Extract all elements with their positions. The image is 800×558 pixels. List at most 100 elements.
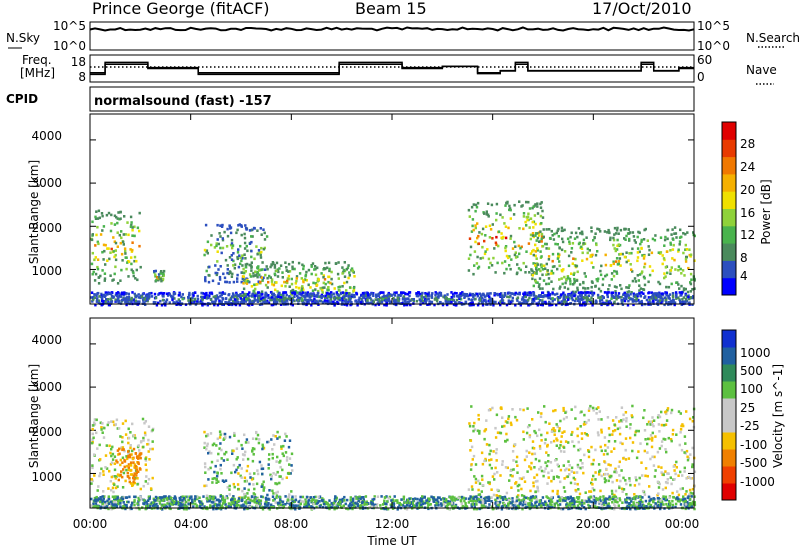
power-cell [632, 300, 634, 303]
power-cell [346, 268, 348, 271]
velocity-cell [252, 483, 254, 486]
velocity-cell [619, 433, 621, 436]
power-cell [590, 226, 592, 229]
power-cell [619, 257, 621, 260]
velocity-cell [204, 471, 206, 474]
velocity-cell [142, 439, 144, 442]
station-title: Prince George (fitACF) [92, 0, 270, 18]
power-colorbar-band [722, 243, 736, 261]
power-cell [599, 270, 601, 273]
power-cell [541, 264, 543, 267]
velocity-cell [563, 477, 565, 480]
velocity-cell [588, 419, 590, 422]
power-cell [600, 296, 602, 299]
power-cell [220, 265, 222, 268]
power-cell [493, 247, 495, 250]
velocity-cell [634, 434, 636, 437]
power-cell [543, 228, 545, 231]
velocity-cell [225, 479, 227, 482]
velocity-cell [266, 494, 268, 497]
velocity-cell [544, 442, 546, 445]
power-cell [501, 300, 503, 303]
power-cell [558, 260, 560, 263]
power-cell [97, 268, 99, 271]
power-cell [635, 298, 637, 301]
velocity-cell [477, 480, 479, 483]
velocity-cell [638, 430, 640, 433]
velocity-cell [495, 436, 497, 439]
power-cell [210, 244, 212, 247]
power-cell [112, 278, 114, 281]
power-cell [222, 237, 224, 240]
velocity-cell [139, 453, 141, 456]
power-cell [474, 250, 476, 253]
power-cell [578, 298, 580, 301]
velocity-cell [611, 490, 613, 493]
power-cell [644, 284, 646, 287]
velocity-cell [126, 496, 128, 499]
power-cell [217, 250, 219, 253]
velocity-cell [206, 495, 208, 498]
power-cell [615, 260, 617, 263]
power-cell [110, 298, 112, 301]
power-cell [413, 298, 415, 301]
power-cell [130, 225, 132, 228]
power-cell [675, 291, 677, 294]
power-cell [569, 236, 571, 239]
power-cell [620, 296, 622, 299]
power-cell [624, 256, 626, 259]
velocity-cell [215, 465, 217, 468]
velocity-cell [567, 475, 569, 478]
power-cell [468, 257, 470, 260]
velocity-cell [593, 409, 595, 412]
power-cell [217, 268, 219, 271]
velocity-cell [600, 418, 602, 421]
velocity-cell [554, 459, 556, 462]
power-cell [625, 251, 627, 254]
power-cell [345, 289, 347, 292]
velocity-cell [542, 496, 544, 499]
power-cell [106, 259, 108, 262]
velocity-cell [679, 488, 681, 491]
power-cell [647, 239, 649, 242]
power-cell [629, 231, 631, 234]
power-panel: 4000 3000 2000 1000 Slant Range [km] 28 … [27, 114, 773, 473]
power-cell [120, 242, 122, 245]
velocity-cell [472, 425, 474, 428]
power-cell [492, 257, 494, 260]
power-cell [637, 251, 639, 254]
power-cell [573, 278, 575, 281]
power-cell [484, 234, 486, 237]
power-cell [514, 245, 516, 248]
velocity-cell [639, 442, 641, 445]
power-cell [587, 252, 589, 255]
power-cell [510, 217, 512, 220]
velocity-cell [558, 447, 560, 450]
velocity-cell [115, 423, 117, 426]
velocity-cell [249, 476, 251, 479]
power-cell [473, 229, 475, 232]
velocity-cell [657, 492, 659, 495]
velocity-cell [626, 501, 628, 504]
power-cell [250, 269, 252, 272]
velocity-cell [564, 490, 566, 493]
power-cell [641, 239, 643, 242]
velocity-cell [289, 439, 291, 442]
power-cell [101, 215, 103, 218]
velocity-cell [536, 474, 538, 477]
power-cell [224, 277, 226, 280]
velocity-cell [272, 495, 274, 498]
power-cell [668, 286, 670, 289]
power-cbar-tick-20: 20 [740, 183, 755, 197]
power-cell [229, 227, 231, 230]
velocity-cell [224, 453, 226, 456]
power-cell [274, 289, 276, 292]
power-cell [453, 295, 455, 298]
power-cell [666, 250, 668, 253]
velocity-cell [635, 430, 637, 433]
power-cell [462, 293, 464, 296]
power-cell [559, 286, 561, 289]
velocity-cell [560, 441, 562, 444]
velocity-cell [547, 472, 549, 475]
velocity-cell [654, 435, 656, 438]
